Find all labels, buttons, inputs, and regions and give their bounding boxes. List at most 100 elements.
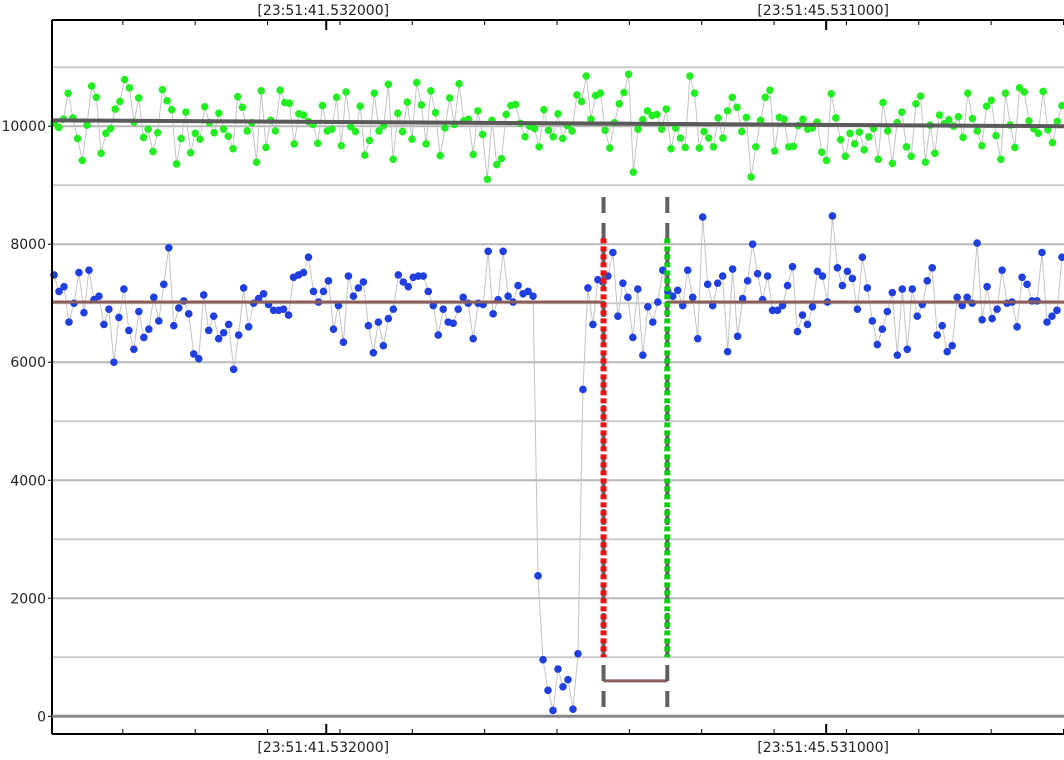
series-1-point [85, 266, 93, 274]
series-1-point [928, 264, 937, 272]
series-1-point [938, 321, 947, 330]
series-0-point [879, 98, 887, 107]
series-1-point [140, 333, 148, 342]
series-0-point [596, 89, 605, 97]
series-0-point [73, 134, 82, 143]
series-1-point [319, 287, 328, 296]
series-0-point [907, 152, 916, 161]
series-1-point [349, 292, 358, 300]
series-1-point [584, 284, 592, 292]
series-1-point [624, 293, 632, 302]
series-0-point [483, 175, 492, 184]
series-1-point [953, 293, 961, 302]
series-1-point [80, 308, 88, 317]
series-1-point [798, 311, 807, 319]
series-0-point [695, 144, 704, 152]
series-0-point [709, 143, 718, 151]
series-0-point [855, 128, 864, 136]
series-1-point [394, 271, 403, 279]
series-1-point [688, 293, 697, 302]
series-layer [50, 70, 1064, 715]
grid-lines [52, 66, 1064, 718]
series-0-point [436, 151, 445, 160]
series-1-point [913, 312, 922, 321]
series-0-point [1020, 88, 1029, 96]
series-1-point [95, 292, 103, 300]
series-1-point [219, 328, 228, 337]
series-0-point [902, 143, 911, 151]
series-0-point [577, 97, 586, 106]
series-0-point [978, 141, 986, 150]
series-1-point [259, 289, 268, 298]
series-1-point [778, 301, 787, 310]
series-1-point [634, 285, 642, 293]
series-0-point [408, 135, 416, 143]
reference-lines [51, 118, 1064, 683]
series-1-point [943, 347, 952, 356]
series-0-point [64, 89, 72, 97]
series-1-point [379, 341, 388, 350]
series-0-point [799, 115, 807, 123]
series-1-point [75, 268, 83, 277]
series-0-point [502, 110, 510, 119]
series-1-point [848, 274, 857, 283]
series-0-point [921, 158, 930, 167]
series-1-point [998, 266, 1006, 274]
series-1-point [933, 331, 942, 339]
series-0-point [210, 128, 218, 137]
series-1-point [339, 338, 348, 346]
series-0-point [233, 92, 242, 101]
series-1-point [718, 272, 727, 280]
series-0-point [271, 127, 280, 135]
series-0-point [299, 111, 308, 119]
series-1-point [309, 287, 318, 296]
series-0-point [422, 140, 430, 148]
series-0-point [643, 107, 652, 115]
series-0-point [832, 114, 840, 122]
series-1-point [224, 320, 233, 329]
series-1-point [364, 321, 373, 330]
series-1-point [304, 253, 313, 262]
series-1-point [868, 317, 877, 325]
series-1-point [1048, 312, 1056, 321]
series-1-point [753, 269, 762, 278]
series-1-point [529, 292, 537, 300]
series-0-point [238, 103, 247, 112]
series-0-point [427, 87, 435, 95]
series-1-point [619, 279, 627, 287]
series-0-point [723, 107, 732, 115]
series-0-point [92, 93, 101, 102]
series-1-point [254, 294, 263, 303]
axes: 0 2000 4000 6000 8000 10000 [23:51:41.532000] [… [1, 3, 1064, 756]
series-1-point [299, 268, 308, 277]
series-1-point [120, 285, 128, 293]
x-tick-label-bottom: [23:51:41.532000] [257, 740, 389, 756]
series-0-point [403, 98, 412, 106]
series-0-point [1053, 117, 1062, 126]
series-0-point [177, 134, 185, 143]
series-1-point [833, 264, 842, 272]
series-1-point [873, 340, 882, 349]
series-0-point [888, 159, 897, 168]
series-1-point [973, 239, 981, 247]
series-0-point [935, 111, 944, 119]
series-0-point [916, 92, 925, 100]
series-0-point [474, 107, 482, 115]
series-1-point [514, 281, 522, 290]
series-0-point [384, 80, 393, 89]
series-1-point [723, 347, 732, 356]
series-1-point [344, 272, 353, 280]
series-1-point [888, 288, 897, 297]
series-1-point [843, 267, 852, 276]
series-0-point [182, 108, 190, 116]
series-1-point [489, 310, 497, 318]
series-0-point [549, 133, 558, 141]
series-1-point [783, 281, 792, 290]
series-1-point [384, 314, 393, 323]
series-0-point [346, 123, 355, 131]
series-0-point [992, 131, 1000, 140]
series-0-point [606, 144, 614, 152]
series-0-point [186, 148, 195, 157]
series-0-point [351, 127, 360, 136]
